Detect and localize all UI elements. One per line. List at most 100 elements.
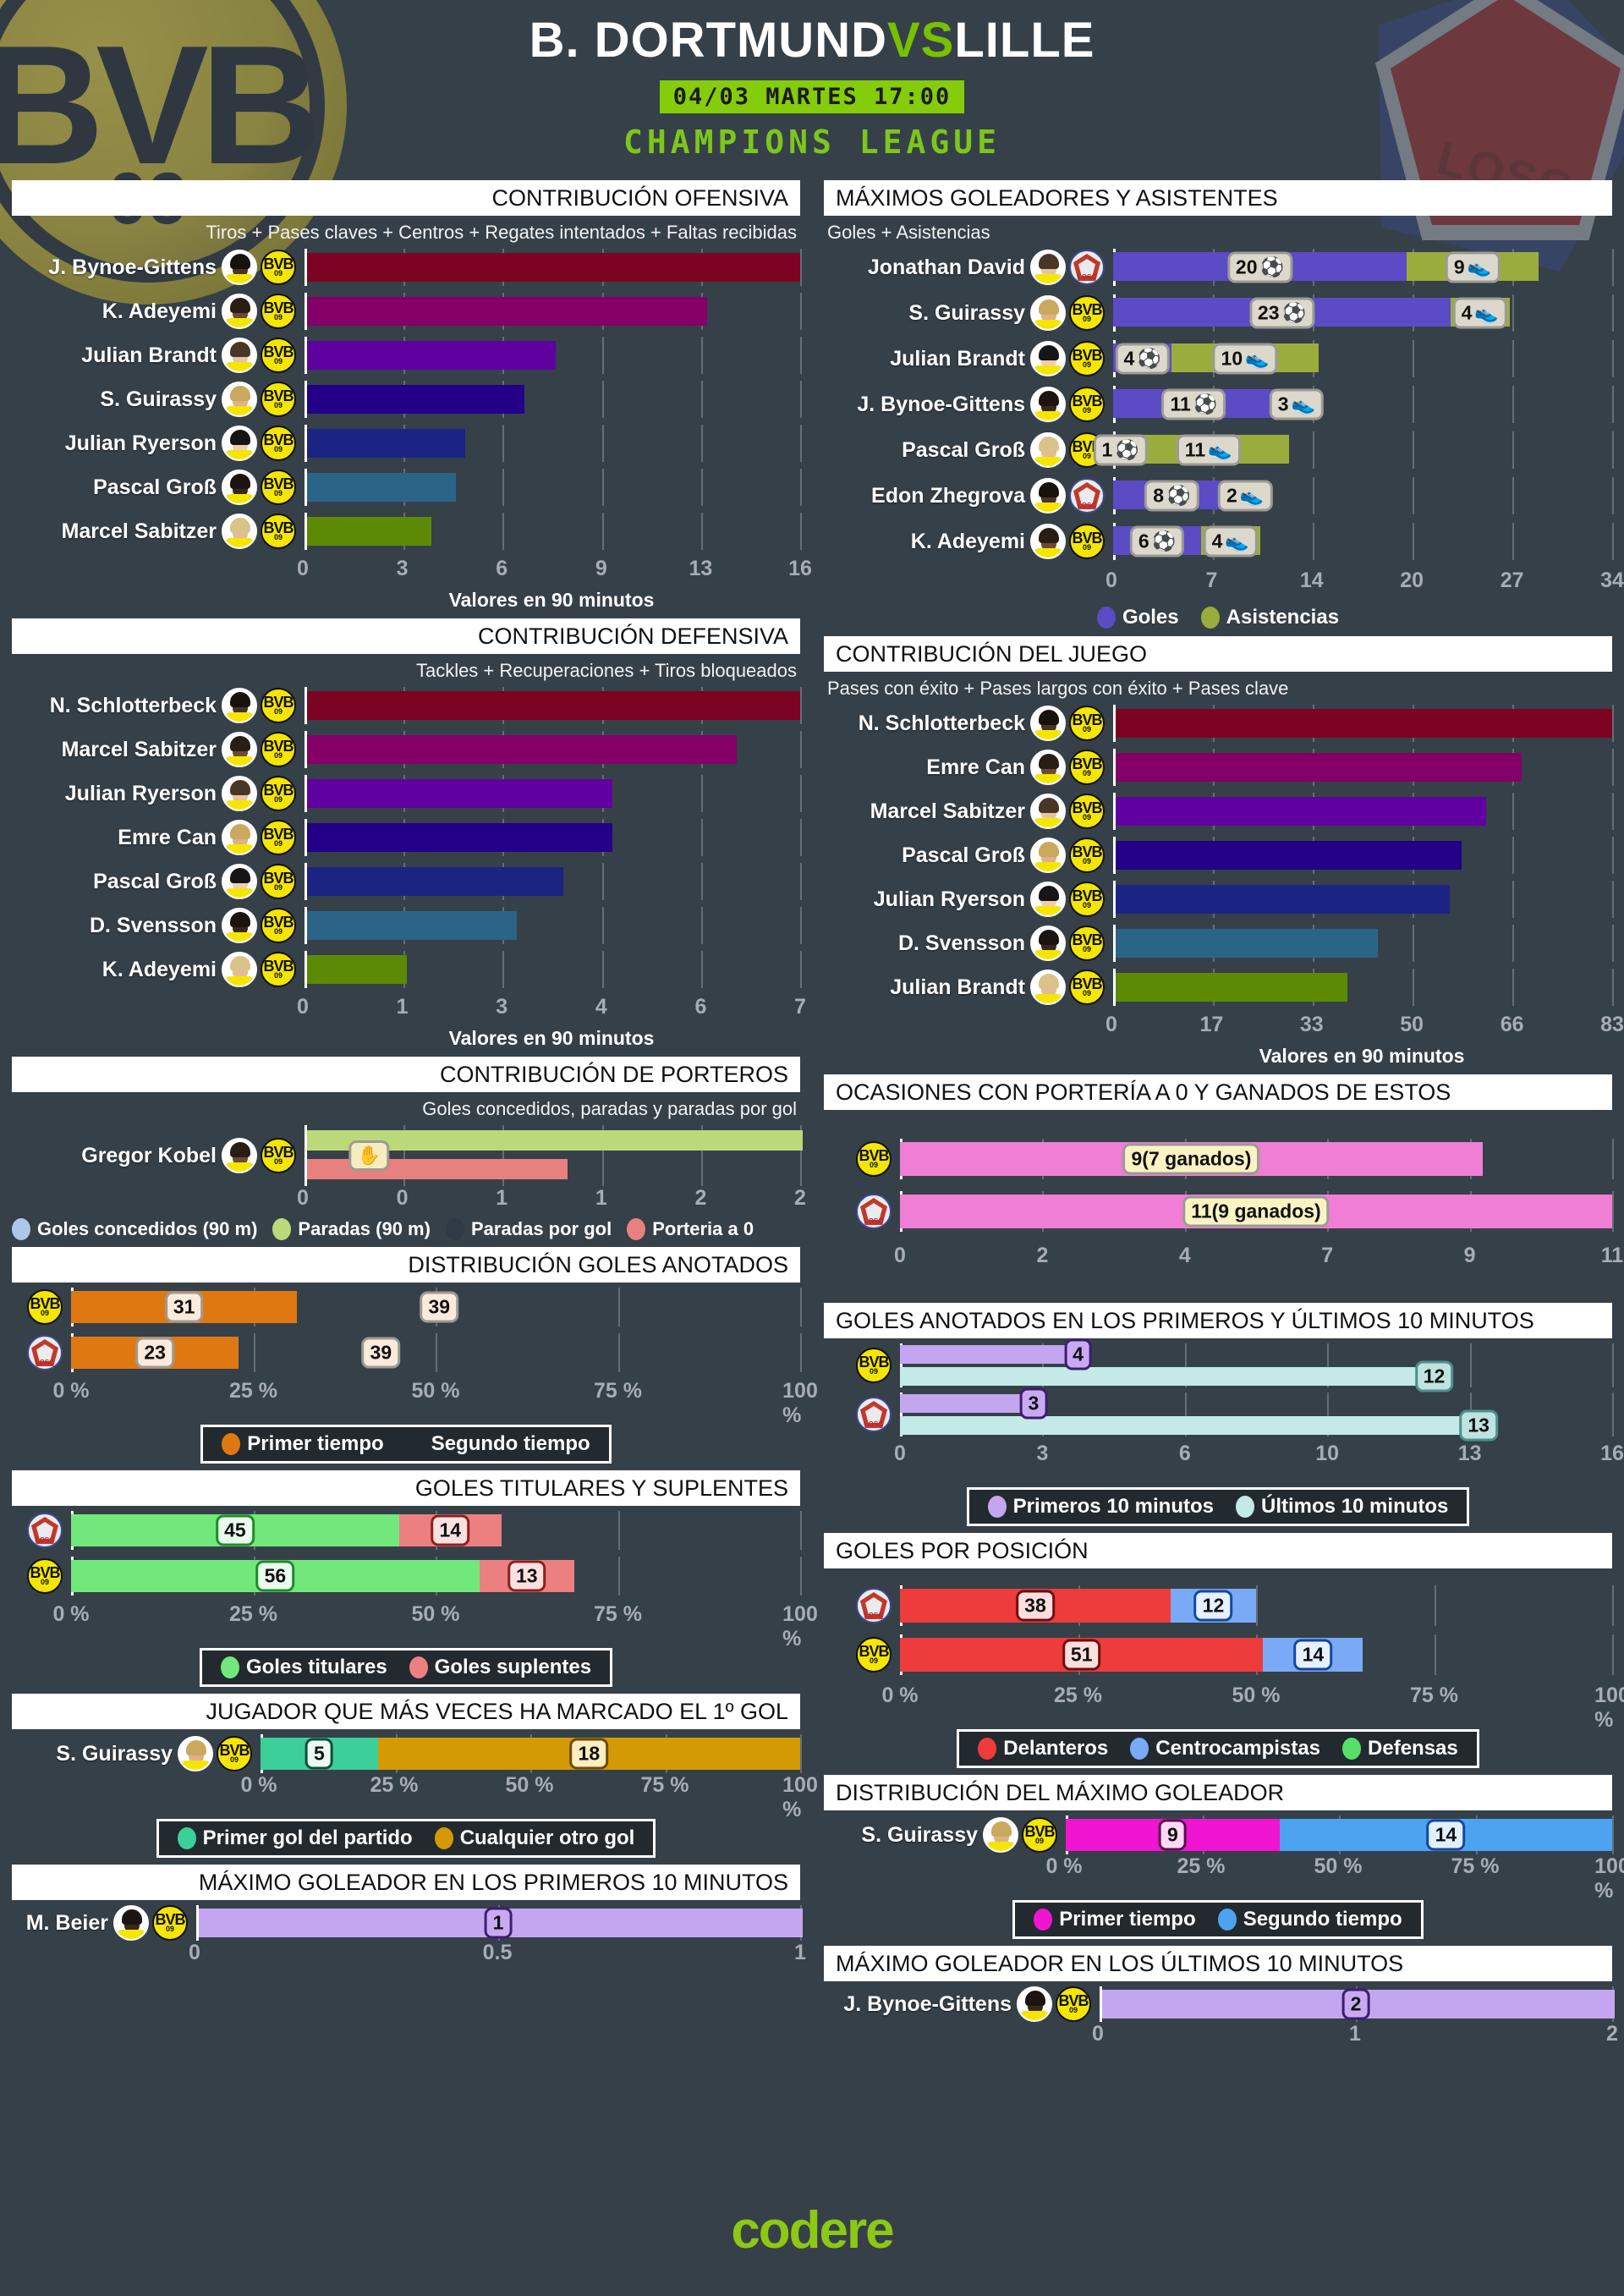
player-name: Pascal Groß [902,437,1025,462]
avatar: BVB 09 [222,776,296,811]
jugador-primer-gol-chart: S. Guirassy BVB 09 5 18 0 % 25 % 50 % 75 % 10… [12,1734,818,1821]
x-tick-label: 2 [1036,1244,1049,1267]
bar-track [1113,837,1614,874]
x-axis: 0 1 2 [1092,2022,1618,2052]
bar-track: 56 13 [71,1557,802,1596]
avatar: BVB 09 [222,470,296,505]
gridline [617,1557,620,1596]
legend-label: Defensas [1368,1737,1458,1760]
player-avatar [222,250,257,285]
value-label: 1 ⚽ [1093,434,1148,466]
gridline [800,293,802,330]
boot-icon: 👟 [1291,393,1316,415]
value-label: 4 [1064,1338,1092,1370]
legend-label: Segundo tiempo [1243,1908,1402,1931]
legend-item: Últimos 10 minutos [1236,1495,1448,1519]
player-name: K. Adeyemi [102,957,217,981]
axis-note: Valores en 90 minutos [448,589,655,611]
gridline [1327,1343,1330,1387]
y-axis [304,469,307,506]
gridline [1413,477,1414,514]
bvb-crest-icon: BVB 09 [1069,882,1105,917]
y-axis [304,863,307,900]
legend-item: Cualquier otro gol [434,1826,634,1850]
player-avatar [1030,478,1066,514]
table-row: Pascal Groß BVB 09 [12,469,802,506]
bar-track [304,731,802,768]
bvb-crest-icon: BVB 09 [152,1905,188,1941]
losc-crest-icon: LOSC [856,1397,892,1432]
bar-paradas [307,1130,803,1151]
page-title: B. DORTMUNDVSLILLE [0,14,1624,67]
bar [307,691,800,720]
gridline [601,469,604,506]
legend-item: Primer tiempo [222,1432,384,1456]
left-column: CONTRIBUCIÓN OFENSIVA Tiros + Pases clave… [0,173,818,2052]
legend-swatch [1236,1496,1255,1518]
gridline [700,1125,703,1186]
x-axis: 0 0 1 1 2 2 [297,1186,806,1217]
value-label: 11(9 ganados) [1182,1195,1330,1228]
legend: Goles Asistencias [824,606,1612,629]
x-tick-label: 25 % [229,1379,277,1403]
table-row: Marcel Sabitzer BVB 09 [12,513,802,550]
player-name: Julian Brandt [890,975,1025,999]
legend-item: Segundo tiempo [1217,1908,1402,1931]
table-row: S. Guirassy BVB 09 9 14 [824,1815,1614,1854]
value-label: 20 ⚽ [1226,251,1293,283]
legend-item: Porteria a 0 [627,1218,754,1240]
bvb-crest-icon: BVB 09 [261,1138,296,1173]
gridline [1612,881,1614,918]
x-tick-label: 0 % [1045,1854,1083,1878]
contribucion-porteros-chart: Gregor Kobel BVB 09 ✋ 0 0 1 1 2 2 [12,1125,806,1217]
table-row: LOSC 45 14 [12,1511,802,1550]
y-axis [1113,749,1116,786]
avatar: BVB 09 [222,864,296,899]
x-tick-label: 7 [1321,1244,1334,1267]
value-label: 14 [1293,1639,1333,1671]
player-name: Julian Ryerson [64,431,217,455]
porteria-a-0-chart: BVB 09 9(7 ganados) LOSC 11(9 ganados) 0 2… [824,1139,1623,1274]
gridline [800,425,802,462]
gridline [1612,793,1614,830]
bar [1116,929,1378,958]
avatar: LOSC [12,1335,63,1370]
bar-track: 23 ⚽ 4 👟 [1113,294,1614,332]
player-avatar [222,732,257,767]
x-tick-label: 83 [1600,1013,1624,1036]
gridline [1612,386,1614,423]
bvb-crest-icon: BVB 09 [261,426,296,461]
legend: Goles titulares Goles suplentes [12,1641,800,1687]
player-name: Emre Can [926,755,1025,779]
player-avatar [1030,750,1066,785]
section-title: GOLES TITULARES Y SUPLENTES [12,1470,800,1506]
value-label: 3 👟 [1269,388,1325,420]
section-subtitle: Pases con éxito + Pases largos con éxito… [827,678,1289,699]
table-row: J. Bynoe-Gittens BVB 09 [12,249,802,286]
gridline [800,731,802,768]
x-tick-label: 0 [1106,569,1117,592]
table-row: Julian Brandt BVB 09 [824,969,1614,1006]
player-name: N. Schlotterbeck [858,711,1025,735]
gridline [502,425,505,462]
bar-track [1113,793,1614,830]
section-title: OCASIONES CON PORTERÍA A 0 Y GANADOS DE … [824,1074,1612,1110]
player-avatar [1030,794,1066,829]
value-label: 6 ⚽ [1129,525,1185,558]
gridline [502,951,505,988]
x-axis: 0 1 3 4 6 7 [297,995,806,1025]
bvb-crest-icon: BVB 09 [1069,341,1105,376]
x-tick-label: 0 [894,1442,906,1465]
gridline [1256,1585,1258,1626]
legend-label: Primer gol del partido [202,1826,413,1849]
bar-track [304,951,802,988]
value-label: 3 [1019,1387,1048,1420]
avatar: BVB 09 [1030,926,1105,961]
x-tick-label: 100 % [782,1379,818,1427]
bar-track [304,469,802,506]
section-subtitle: Goles + Asistencias [827,222,990,243]
bvb-crest-icon: BVB 09 [261,952,296,987]
gridline [1612,1139,1614,1179]
soccer-ball-icon: ⚽ [1193,393,1218,415]
player-name: K. Adeyemi [102,299,217,323]
